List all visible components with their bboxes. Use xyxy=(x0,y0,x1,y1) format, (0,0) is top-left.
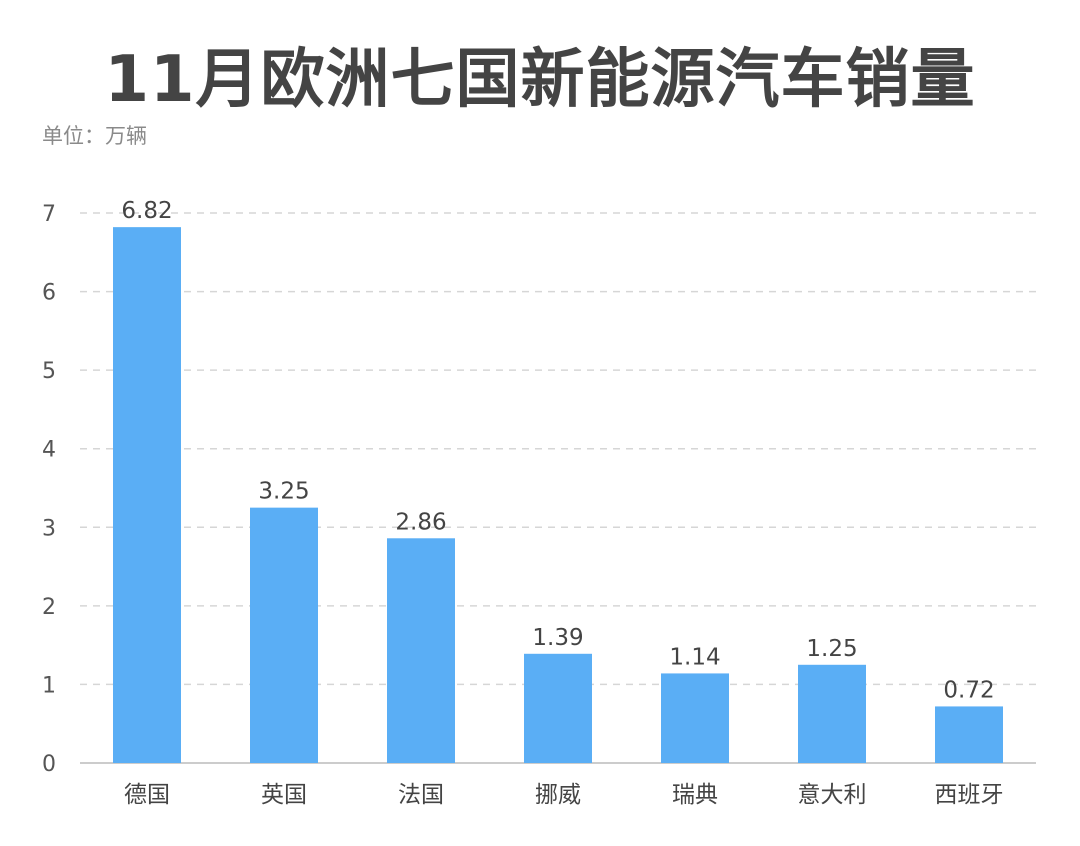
x-category-label: 西班牙 xyxy=(935,782,1004,808)
x-category-label: 意大利 xyxy=(798,782,867,808)
y-tick-label: 2 xyxy=(42,595,56,620)
y-tick-label: 7 xyxy=(42,202,56,227)
bar xyxy=(387,538,455,763)
y-tick-label: 0 xyxy=(42,752,56,777)
x-category-label: 德国 xyxy=(124,782,170,808)
bar xyxy=(798,664,866,763)
bar-value-label: 2.86 xyxy=(395,509,446,535)
y-tick-label: 5 xyxy=(42,359,56,384)
bar-value-label: 1.25 xyxy=(806,636,857,662)
bar-value-label: 1.14 xyxy=(669,644,720,670)
y-tick-label: 6 xyxy=(42,281,56,306)
x-category-label: 挪威 xyxy=(535,782,581,808)
bar-value-label: 1.39 xyxy=(532,625,583,651)
x-category-label: 英国 xyxy=(261,782,307,808)
bar-value-label: 3.25 xyxy=(258,479,309,505)
unit-label: 单位：万辆 xyxy=(42,124,147,148)
y-tick-label: 4 xyxy=(42,438,56,463)
y-tick-label: 1 xyxy=(42,673,56,698)
y-tick-label: 3 xyxy=(42,516,56,541)
x-category-label: 瑞典 xyxy=(672,782,718,808)
bar xyxy=(661,673,729,763)
chart-title: 11月欧洲七国新能源汽车销量 xyxy=(104,43,976,117)
bar-value-label: 6.82 xyxy=(121,198,172,224)
bar xyxy=(524,653,592,763)
bar-value-label: 0.72 xyxy=(943,677,994,703)
bar xyxy=(250,507,318,763)
bar xyxy=(113,227,181,764)
bar xyxy=(935,706,1003,763)
x-category-label: 法国 xyxy=(398,782,444,808)
